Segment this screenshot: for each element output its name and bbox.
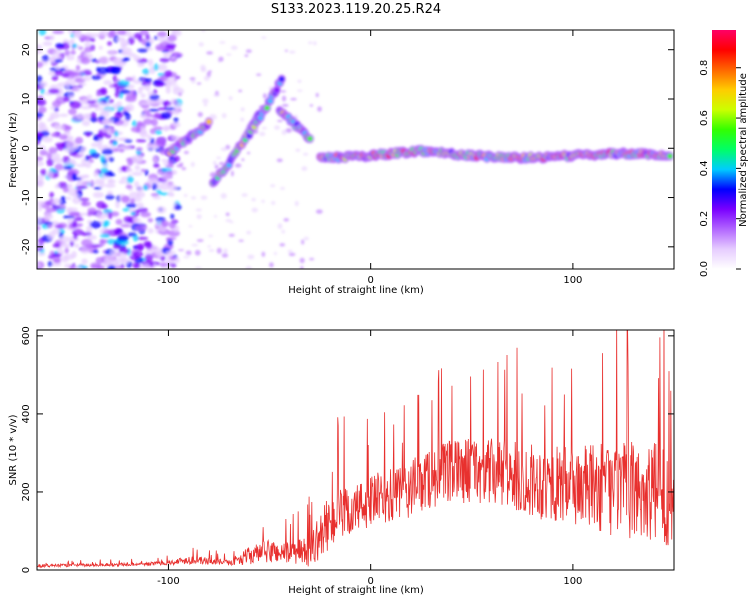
y-tick-label: -20 — [21, 239, 32, 255]
snr-y-label: SNR (10 * v/v) — [8, 414, 19, 485]
spectrogram-x-ticks: -100 0 100 — [157, 30, 582, 286]
colorbar-label: Normalized spectral amplitude — [738, 73, 749, 227]
colorbar-ticks: 0.0 0.2 0.4 0.6 0.8 — [699, 60, 741, 277]
spectrogram-heatmap — [37, 30, 674, 269]
snr-frame — [36, 329, 675, 571]
colorbar-tick-label: 0.0 — [699, 261, 710, 277]
y-tick-label: 0 — [21, 567, 32, 573]
colorbar-tick-label: 0.6 — [699, 110, 710, 126]
x-tick-label: 100 — [563, 576, 582, 587]
snr-y-ticks: 0 200 400 600 — [21, 326, 674, 573]
y-tick-label: 10 — [21, 93, 32, 106]
y-tick-label: 400 — [21, 404, 32, 423]
spectrogram-frame — [36, 29, 675, 270]
snr-panel: -100 0 100 0 200 400 600 Height of straight l… — [8, 326, 675, 596]
spectrogram-x-label: Height of straight line (km) — [288, 285, 424, 296]
colorbar-tick-label: 0.2 — [699, 211, 710, 227]
spectrogram-noise — [37, 30, 323, 269]
x-tick-label: -100 — [157, 576, 180, 587]
colorbar: 0.0 0.2 0.4 0.6 0.8 Normalized spectral ampl… — [699, 30, 749, 277]
snr-series-line — [37, 330, 674, 569]
y-tick-label: 20 — [21, 43, 32, 56]
figure-title: S133.2023.119.20.25.R24 — [271, 2, 441, 17]
y-tick-label: 200 — [21, 482, 32, 501]
x-tick-label: 100 — [563, 275, 582, 286]
snr-x-label: Height of straight line (km) — [288, 585, 424, 596]
x-tick-label: 0 — [367, 275, 373, 286]
colorbar-tick-label: 0.4 — [699, 160, 710, 176]
y-tick-label: 0 — [21, 145, 32, 151]
colorbar-gradient — [712, 30, 736, 269]
spectrogram-y-label: Frequency (Hz) — [8, 112, 19, 188]
spectrogram-y-ticks: -20 -10 0 10 20 — [21, 43, 674, 255]
spectrogram-ridge — [164, 74, 674, 188]
x-tick-label: 0 — [367, 576, 373, 587]
y-tick-label: -10 — [21, 189, 32, 205]
colorbar-tick-label: 0.8 — [699, 60, 710, 76]
x-tick-label: -100 — [157, 275, 180, 286]
y-tick-label: 600 — [21, 326, 32, 345]
snr-x-ticks: -100 0 100 — [157, 330, 582, 587]
